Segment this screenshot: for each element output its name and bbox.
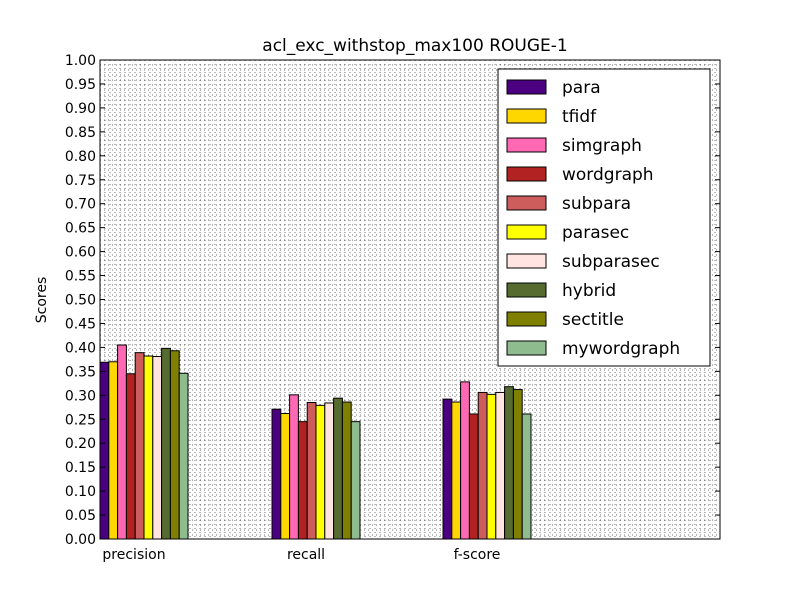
y-tick-label: 0.35	[65, 364, 96, 380]
y-tick-label: 0.00	[65, 532, 96, 548]
y-tick-label: 0.40	[65, 340, 96, 356]
legend-label-subpara: subpara	[562, 194, 631, 214]
y-tick-label: 1.00	[65, 53, 96, 69]
bar-simgraph-precision	[117, 344, 127, 540]
bar-subpara-precision	[134, 352, 145, 540]
y-axis-label: Scores	[34, 277, 50, 324]
bar-parasec-f-score	[486, 393, 497, 540]
chart-title: acl_exc_withstop_max100 ROUGE-1	[262, 36, 567, 56]
y-tick-label: 0.45	[65, 316, 96, 332]
y-tick-label: 0.50	[65, 293, 96, 309]
bar-wordgraph-f-score	[468, 413, 479, 540]
bar-subparasec-precision	[152, 356, 163, 540]
bar-sectitle-f-score	[512, 389, 523, 540]
y-tick-label: 0.80	[65, 149, 96, 165]
legend-swatch-wordgraph	[506, 166, 547, 182]
bar-hybrid-recall	[333, 397, 343, 540]
bar-para-precision	[99, 361, 110, 540]
y-tick-label: 0.70	[65, 197, 96, 213]
bar-para-recall	[271, 408, 282, 540]
x-tick-label-recall: recall	[287, 547, 325, 563]
legend-swatch-subpara	[506, 195, 547, 211]
legend-swatch-parasec	[506, 224, 547, 240]
bar-para-f-score	[442, 398, 453, 540]
bar-subparasec-recall	[324, 402, 335, 540]
bar-subpara-f-score	[477, 391, 488, 540]
y-tick-label: 0.20	[65, 436, 96, 452]
y-tick-label: 0.75	[65, 173, 96, 189]
y-tick-label: 0.90	[65, 101, 96, 117]
bar-tfidf-precision	[108, 361, 119, 540]
bar-tfidf-recall	[280, 413, 291, 540]
legend-label-tfidf: tfidf	[562, 107, 597, 127]
legend-label-mywordgraph: mywordgraph	[562, 339, 680, 359]
y-tick-label: 0.60	[65, 245, 96, 261]
y-tick-label: 0.05	[65, 508, 96, 524]
legend-label-wordgraph: wordgraph	[562, 165, 654, 185]
legend-swatch-simgraph	[506, 137, 547, 153]
bar-parasec-recall	[315, 404, 326, 540]
legend-label-para: para	[562, 78, 601, 98]
legend-swatch-sectitle	[506, 311, 547, 327]
legend-swatch-hybrid	[506, 282, 547, 298]
y-tick-label: 0.55	[65, 269, 96, 285]
bar-subparasec-f-score	[495, 391, 506, 540]
bar-simgraph-recall	[289, 394, 299, 540]
bar-hybrid-precision	[161, 347, 171, 540]
legend-swatch-mywordgraph	[506, 340, 547, 356]
y-tick-label: 0.65	[65, 221, 96, 237]
y-tick-label: 0.10	[65, 484, 96, 500]
bar-sectitle-precision	[169, 350, 180, 540]
legend-swatch-tfidf	[506, 108, 547, 124]
y-tick-label: 0.95	[65, 77, 96, 93]
bar-subpara-recall	[306, 401, 317, 540]
y-tick-label: 0.30	[65, 388, 96, 404]
x-tick-label-precision: precision	[102, 547, 165, 563]
legend-label-sectitle: sectitle	[562, 310, 624, 330]
bar-sectitle-recall	[341, 401, 352, 540]
bar-parasec-precision	[143, 355, 154, 540]
legend-swatch-para	[506, 79, 547, 95]
bar-mywordgraph-precision	[178, 372, 189, 540]
bar-wordgraph-recall	[297, 421, 308, 540]
bar-simgraph-f-score	[460, 381, 470, 540]
bar-tfidf-f-score	[451, 401, 462, 540]
legend-label-simgraph: simgraph	[562, 136, 642, 156]
y-tick-label: 0.25	[65, 412, 96, 428]
bar-mywordgraph-recall	[350, 421, 361, 540]
legend-label-hybrid: hybrid	[562, 281, 616, 301]
y-tick-label: 0.15	[65, 460, 96, 476]
legend-label-subparasec: subparasec	[562, 252, 660, 272]
legend-swatch-subparasec	[506, 253, 547, 269]
bar-mywordgraph-f-score	[521, 413, 532, 540]
x-axis-ticks: precision recall f-score	[102, 547, 500, 563]
y-axis-ticks: 0.00 0.05 0.10 0.15 0.20 0.25 0.30 0.35 0.40 0.45…	[65, 53, 720, 548]
legend-label-parasec: parasec	[562, 223, 629, 243]
legend: para tfidf simgraph wordgraph subpara parasec…	[497, 68, 711, 367]
bar-hybrid-f-score	[504, 386, 514, 540]
x-tick-label-f-score: f-score	[454, 547, 501, 563]
y-tick-label: 0.85	[65, 125, 96, 141]
bar-wordgraph-precision	[125, 373, 136, 540]
